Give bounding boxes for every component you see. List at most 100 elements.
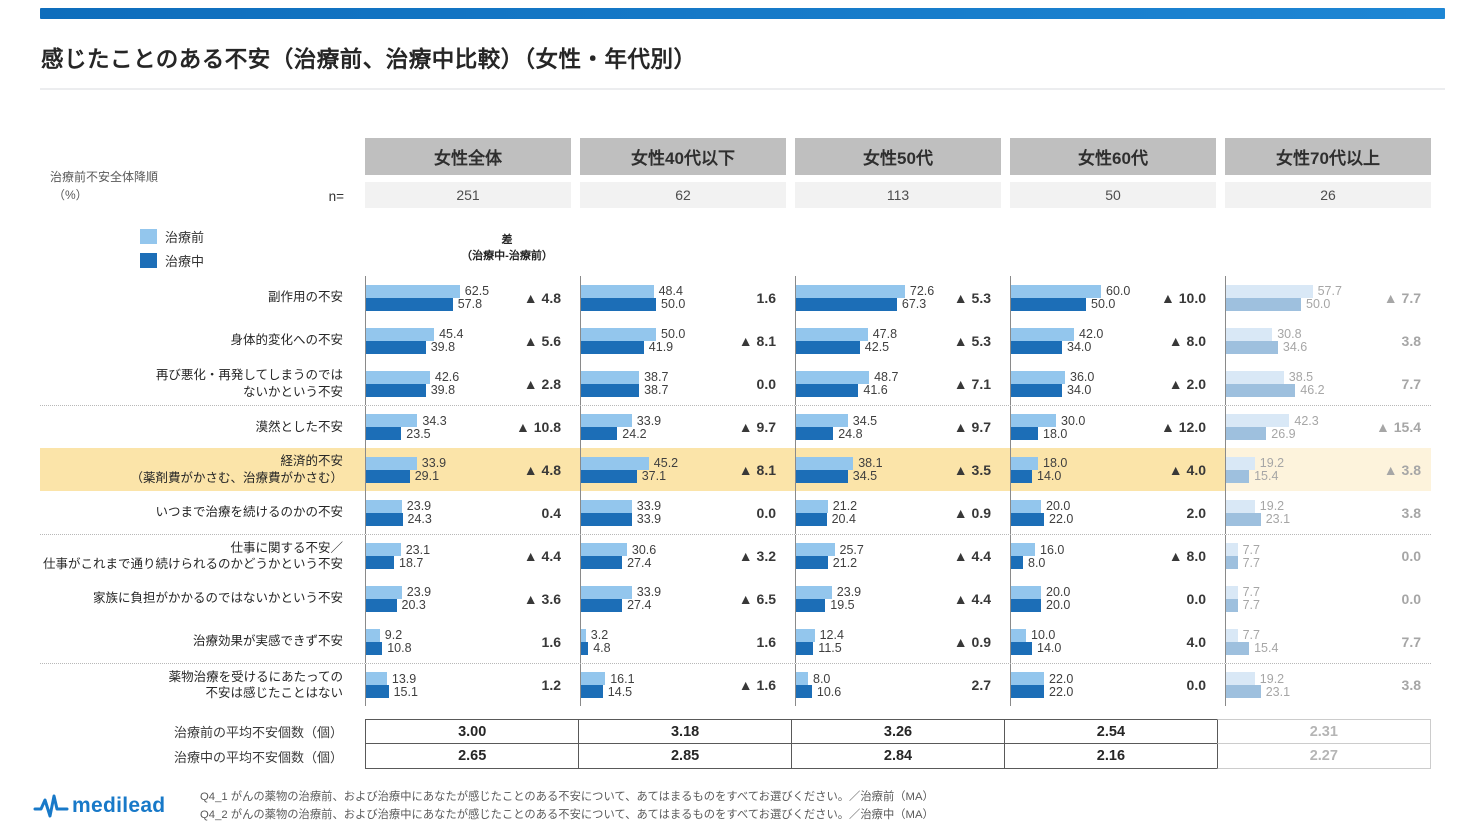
- bar-value-pre: 60.0: [1106, 284, 1131, 298]
- bar-during-treatment: 23.1: [1226, 512, 1290, 526]
- data-row: 経済的不安 （薬剤費がかさむ、治療費がかさむ） 33.9 29.1 ▲ 4.8 …: [40, 448, 1431, 491]
- bar-pre-treatment: 7.7: [1226, 543, 1260, 557]
- bar-during-treatment: 41.9: [581, 340, 673, 354]
- bar-during-treatment: 10.6: [796, 685, 841, 699]
- bar-value-during: 67.3: [901, 297, 927, 311]
- bar-pair: 3.2 4.8: [580, 620, 716, 663]
- bar-value-during: 18.0: [1043, 426, 1068, 441]
- legend-item-pre: 治療前: [140, 227, 356, 246]
- bar-value-during: 41.9: [648, 340, 674, 354]
- bar-value-pre: 42.0: [1079, 327, 1104, 341]
- avg-value: 2.65: [365, 742, 580, 769]
- bar-pre-treatment: 57.7: [1226, 284, 1342, 298]
- bar-pre-treatment: 9.2: [366, 628, 402, 642]
- bar-value-during: 38.7: [644, 383, 669, 397]
- diff-value: 0.0: [756, 375, 776, 392]
- group-header: 女性70代以上 26: [1225, 138, 1431, 208]
- bar-cell: 42.3 26.9 ▲ 15.4: [1225, 406, 1431, 448]
- bar-pre-treatment: 33.9: [581, 585, 661, 599]
- bar-value-pre: 33.9: [636, 413, 662, 428]
- diff-value: 7.7: [1401, 633, 1421, 650]
- bar-value-pre: 19.2: [1259, 671, 1285, 686]
- diff-value: ▲ 3.2: [738, 548, 776, 564]
- group-header: 女性50代 113: [795, 138, 1001, 208]
- group-title: 女性70代以上: [1225, 138, 1431, 175]
- bar-value-during: 10.8: [387, 641, 412, 655]
- row-label: 治療効果が実感できず不安: [192, 634, 343, 649]
- bar-value-pre: 10.0: [1031, 628, 1056, 642]
- bar-during-treatment: 15.1: [366, 685, 418, 699]
- bar-cell: 50.0 41.9 ▲ 8.1: [580, 319, 786, 362]
- accent-bar: [40, 8, 1445, 19]
- bar-pre-treatment: 12.4: [796, 628, 844, 642]
- bar-pair: 23.1 18.7: [365, 535, 501, 577]
- diff-value: ▲ 2.0: [1168, 375, 1206, 392]
- bar-during-treatment: 29.1: [366, 469, 439, 483]
- bar-cell: 3.2 4.8 1.6: [580, 620, 786, 663]
- bar-pair: 7.7 7.7: [1225, 577, 1361, 620]
- bar-pre-treatment: 3.2: [581, 628, 608, 642]
- bar-pre-treatment: 19.2: [1226, 456, 1284, 470]
- diff-value: ▲ 10.8: [516, 419, 561, 435]
- bar-during-treatment: 50.0: [1011, 297, 1115, 311]
- bar-value-pre: 48.4: [658, 284, 683, 298]
- bar-value-during: 14.5: [607, 684, 633, 699]
- bar-pre-treatment: 8.0: [796, 672, 830, 686]
- bar-value-pre: 20.0: [1046, 585, 1071, 599]
- bar-value-pre: 50.0: [661, 327, 686, 341]
- bar-pair: 9.2 10.8: [365, 620, 501, 663]
- diff-value: ▲ 8.0: [1168, 332, 1206, 349]
- diff-value: 7.7: [1401, 375, 1421, 392]
- legend-label: 治療前: [165, 229, 205, 245]
- title-divider: [40, 88, 1445, 90]
- bar-value-pre: 38.1: [858, 456, 883, 470]
- bar-cell: 25.7 21.2 ▲ 4.4: [795, 535, 1001, 577]
- diff-value: 0.4: [541, 504, 561, 521]
- diff-value: ▲ 9.7: [738, 419, 776, 435]
- legend-item-mid: 治療中: [140, 251, 356, 270]
- logo-text: medilead: [72, 794, 166, 818]
- bar-during-treatment: 23.5: [366, 427, 431, 441]
- bar-during-treatment: 34.6: [1226, 340, 1307, 354]
- data-row: 家族に負担がかかるのではないかという不安 23.9 20.3 ▲ 3.6 33.…: [40, 577, 1431, 620]
- bar-during-treatment: 20.4: [796, 512, 856, 526]
- row-label: 身体的変化への不安: [230, 333, 343, 348]
- bar-pre-treatment: 38.7: [581, 370, 668, 384]
- bar-pair: 21.2 20.4: [795, 491, 931, 534]
- avg-value: 2.27: [1216, 742, 1432, 769]
- bar-pair: 30.8 34.6: [1225, 319, 1361, 362]
- diff-value: 2.0: [1186, 504, 1206, 521]
- bar-pre-treatment: 30.8: [1226, 327, 1302, 341]
- bar-value-pre: 48.7: [874, 370, 899, 384]
- bar-value-during: 11.5: [818, 641, 842, 655]
- data-row: 身体的変化への不安 45.4 39.8 ▲ 5.6 50.0 41.9 ▲ 8.…: [40, 319, 1431, 362]
- diff-value: 0.0: [756, 504, 776, 521]
- legend-label: 治療中: [165, 253, 205, 269]
- bar-pre-treatment: 19.2: [1226, 672, 1284, 686]
- n-label: n=: [328, 189, 344, 204]
- row-label: 漠然とした不安: [255, 419, 343, 434]
- bar-cell: 16.0 8.0 ▲ 8.0: [1010, 535, 1216, 577]
- bar-pair: 36.0 34.0: [1010, 362, 1146, 405]
- bar-pair: 20.0 20.0: [1010, 577, 1146, 620]
- bar-during-treatment: 26.9: [1226, 427, 1296, 441]
- bar-pair: 38.7 38.7: [580, 362, 716, 405]
- bar-cell: 45.4 39.8 ▲ 5.6: [365, 319, 571, 362]
- bar-pre-treatment: 30.6: [581, 543, 656, 557]
- bar-value-during: 10.6: [816, 684, 842, 699]
- bar-during-treatment: 23.1: [1226, 685, 1290, 699]
- bar-value-during: 22.0: [1049, 512, 1074, 526]
- bar-value-during: 4.8: [593, 641, 611, 655]
- bar-cell: 42.6 39.8 ▲ 2.8: [365, 362, 571, 405]
- bar-value-during: 29.1: [414, 469, 440, 483]
- bar-value-during: 15.4: [1254, 469, 1279, 483]
- bar-pre-treatment: 23.9: [796, 585, 861, 599]
- bar-pre-treatment: 25.7: [796, 543, 864, 557]
- bar-during-treatment: 37.1: [581, 469, 666, 483]
- bar-value-pre: 23.9: [406, 585, 432, 599]
- bar-value-pre: 33.9: [636, 585, 662, 599]
- bar-pair: 19.2 23.1: [1225, 491, 1361, 534]
- data-row: 治療効果が実感できず不安 9.2 10.8 1.6 3.2 4.8 1.6: [40, 620, 1431, 663]
- data-row: 再び悪化・再発してしまうのでは ないかという不安 42.6 39.8 ▲ 2.8…: [40, 362, 1431, 405]
- bar-cell: 16.1 14.5 ▲ 1.6: [580, 664, 786, 706]
